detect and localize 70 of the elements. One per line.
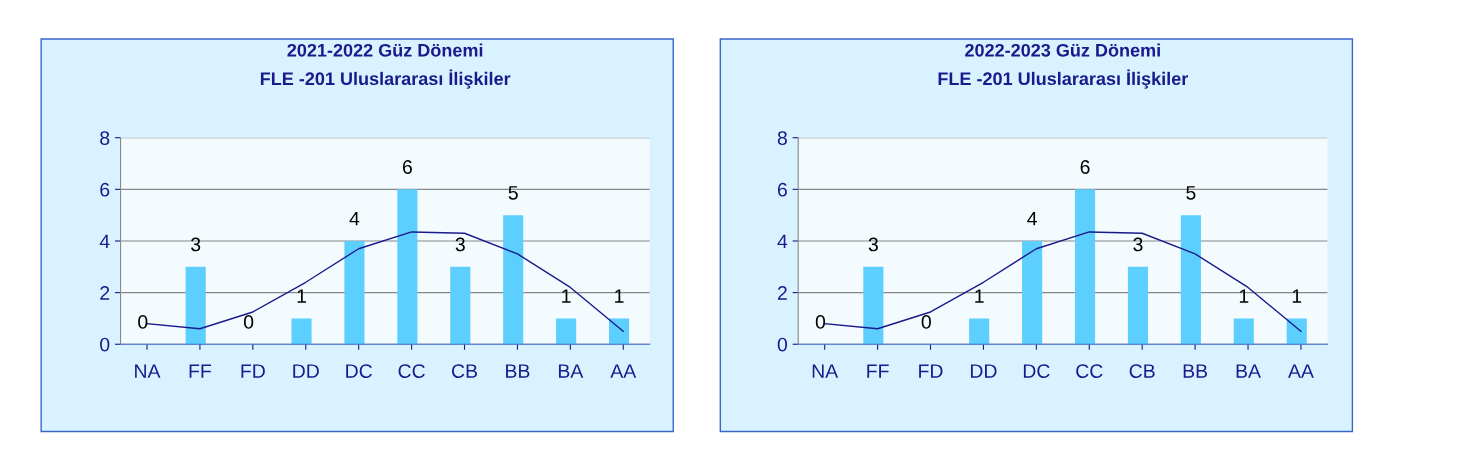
y-tick-label: 0 [100,337,110,352]
data-label: 1 [975,289,984,303]
data-label: 3 [191,237,201,252]
data-label: 3 [1133,237,1143,252]
x-tick-label: DD [293,364,319,378]
bar [291,318,312,345]
data-label: 1 [615,289,624,303]
data-label: 0 [815,315,826,329]
line-series [823,231,1302,333]
data-label: 6 [402,160,412,174]
data-label: 4 [1027,211,1037,226]
x-tick-label: DC [1023,364,1050,378]
data-label: 5 [1186,186,1196,200]
bar [1180,215,1201,345]
chart-title: 2022-2023 Güz Dönemi FLE -201 Uluslararası İlişkiler [938,43,1188,89]
x-tick-label: FF [189,364,212,378]
x-tick-label: FD [919,364,943,378]
bar [969,318,990,345]
bar [450,266,471,345]
line-series [146,231,624,333]
data-label: 0 [138,315,148,329]
y-tick-label: 6 [777,182,787,197]
y-tick-label: 8 [777,131,787,145]
bar [1074,189,1096,345]
x-tick-label: BA [558,364,584,378]
bar [503,215,524,345]
x-tick-label: FF [867,364,889,378]
x-tick-label: NA [135,364,161,378]
data-label: 4 [349,211,360,226]
data-label: 5 [508,186,518,200]
bar [556,318,577,345]
y-tick-label: 4 [777,234,788,249]
y-tick-label: 2 [100,286,110,300]
bar [863,266,884,345]
chart-title: 2021-2022 Güz Dönemi FLE -201 Uluslararası İlişkiler [260,43,511,89]
bar [1127,266,1149,345]
x-tick-label: CC [398,364,425,378]
data-label: 1 [297,289,306,303]
x-tick-label: CB [452,364,477,378]
x-tick-label: BB [1183,364,1208,378]
data-label: 0 [921,315,931,329]
bar [1022,240,1043,345]
data-label: 3 [868,237,878,252]
data-label: 1 [1292,289,1302,303]
x-tick-label: FD [241,364,265,378]
x-tick-label: BA [1236,364,1261,378]
bar [185,266,206,345]
y-tick-label: 4 [99,234,110,249]
bar [1286,318,1307,345]
x-tick-label: BB [506,364,530,378]
bar [344,240,365,345]
data-label: 0 [243,315,254,329]
x-tick-label: CC [1076,364,1103,378]
x-tick-label: CB [1129,364,1155,378]
x-tick-label: NA [812,364,839,378]
data-label: 1 [562,289,571,303]
x-tick-label: AA [610,364,637,378]
data-label: 3 [455,237,465,252]
bar [1233,318,1254,345]
data-label: 6 [1080,160,1090,174]
bar [397,189,418,345]
y-tick-label: 8 [100,131,110,145]
bar [608,318,630,345]
x-tick-label: DC [346,364,372,378]
y-tick-label: 2 [777,286,787,300]
y-tick-label: 0 [777,337,788,352]
data-label: 1 [1239,289,1249,303]
y-tick-label: 6 [100,182,110,197]
x-tick-label: AA [1288,364,1314,378]
x-tick-label: DD [970,364,997,378]
